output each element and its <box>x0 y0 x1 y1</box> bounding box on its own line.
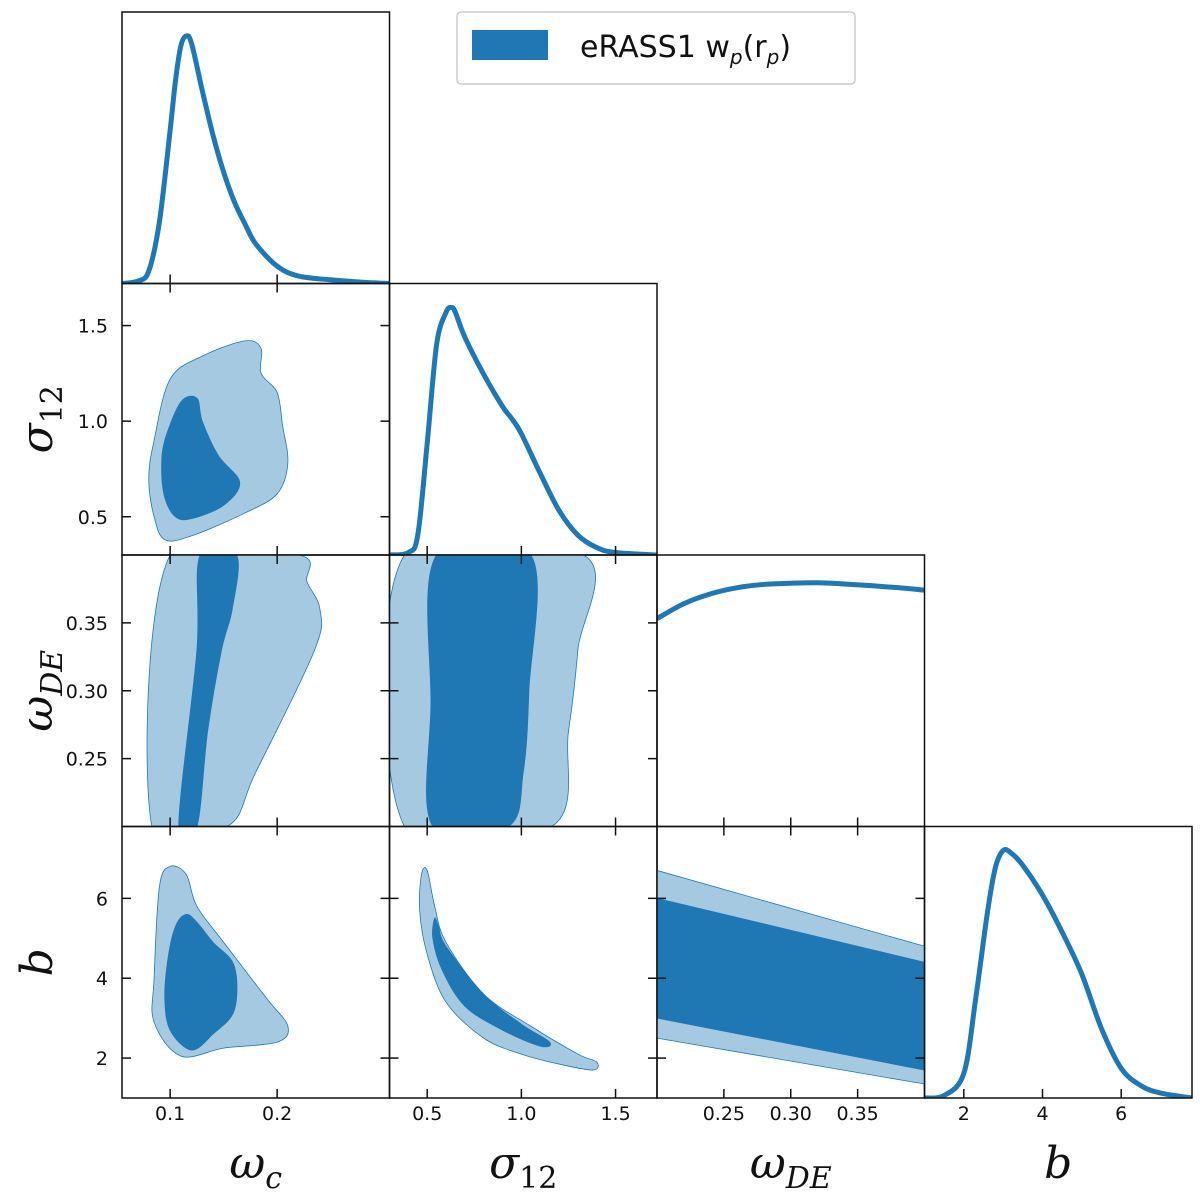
legend-label: eRASS1 wp(rp) <box>580 30 791 69</box>
contour-panel-omega_DE-b: 0.25 0.30 0.35 <box>656 825 926 1125</box>
legend-swatch <box>472 30 548 60</box>
y-tick-label: 1.5 <box>78 316 108 338</box>
marginal-curve-sigma_12 <box>389 304 657 555</box>
contour-panel-omega_c-omega_DE: 0.25 0.30 0.35 <box>66 554 391 828</box>
contour-panel-sigma_12-omega_DE <box>388 554 658 828</box>
contour-68 <box>178 555 239 827</box>
axis-label-symbol: ω <box>229 1138 265 1189</box>
marginal-curve-b <box>924 846 1192 1098</box>
axis-label-x-b: b <box>1044 1138 1072 1189</box>
x-tick-label: 2 <box>958 1103 970 1125</box>
contour-68 <box>426 555 538 827</box>
axis-label-y-omega_DE: ωDE <box>12 650 70 732</box>
x-tick-label: 0.25 <box>703 1103 745 1125</box>
x-tick-label: 0.35 <box>836 1103 878 1125</box>
x-tick-label: 0.5 <box>412 1103 442 1125</box>
axis-label-subscript: 12 <box>35 385 70 423</box>
axis-label-subscript: 12 <box>519 1161 557 1196</box>
x-tick-label: 0.1 <box>155 1103 185 1125</box>
y-tick-label: 0.30 <box>66 681 108 703</box>
y-tick-label: 0.25 <box>66 749 108 771</box>
marginal-panel-b: 2 4 6 <box>923 825 1193 1125</box>
axis-label-subscript: c <box>265 1161 282 1196</box>
contour-panel-sigma_12-b: 0.5 1.0 1.5 <box>388 825 658 1125</box>
legend-label-main: eRASS1 w <box>580 30 730 65</box>
legend-label-sub1: p <box>729 45 743 69</box>
x-tick-label: 0.30 <box>770 1103 812 1125</box>
y-tick-label: 4 <box>96 968 108 990</box>
axis-label-x-sigma_12: σ12 <box>489 1138 557 1196</box>
contour-panel-omega_c-sigma_12: 0.5 1.0 1.5 <box>78 282 391 556</box>
x-tick-label: 1.5 <box>600 1103 630 1125</box>
contour-68 <box>432 917 551 1048</box>
legend-label-end: ) <box>779 30 791 65</box>
marginal-curve-omega_c <box>122 33 390 284</box>
axis-label-symbol: ω <box>12 696 63 732</box>
axis-label-y-sigma_12: σ12 <box>12 385 70 453</box>
legend: eRASS1 wp(rp) <box>456 11 856 85</box>
contour-panel-omega_c-b: 0.1 0.2 2 4 6 <box>96 825 391 1125</box>
y-tick-label: 2 <box>96 1048 108 1070</box>
axis-label-symbol: ω <box>750 1138 786 1189</box>
axis-label-subscript: DE <box>35 650 70 697</box>
axis-label-symbol: b <box>1044 1138 1072 1189</box>
axis-label-symbol: b <box>12 948 63 976</box>
contour-68 <box>161 395 241 521</box>
contour-68 <box>164 913 238 1051</box>
legend-box <box>456 11 856 85</box>
axis-label-symbol: σ <box>12 421 63 453</box>
legend-label-sub2: p <box>766 45 780 69</box>
axis-label-x-omega_DE: ωDE <box>750 1138 832 1196</box>
contour-68 <box>657 897 925 1071</box>
legend-label-mid: (r <box>743 30 768 65</box>
y-tick-label: 0.35 <box>66 613 108 635</box>
axis-label-symbol: σ <box>489 1138 521 1189</box>
contour-95 <box>418 867 599 1071</box>
x-tick-label: 0.2 <box>262 1103 292 1125</box>
y-tick-label: 1.0 <box>78 411 108 433</box>
x-tick-label: 6 <box>1115 1103 1127 1125</box>
y-tick-label: 6 <box>96 888 108 910</box>
y-tick-label: 0.5 <box>78 507 108 529</box>
x-tick-label: 4 <box>1036 1103 1048 1125</box>
panels-layer: 2 4 6 0.5 1.0 1.5 0.25 0.30 0.35 0.1 0.2 2 4 6 0.5 1.0 1… <box>12 11 1193 1196</box>
axis-label-subscript: DE <box>785 1161 832 1196</box>
marginal-curve-omega_DE <box>657 580 925 621</box>
x-tick-label: 1.0 <box>506 1103 536 1125</box>
axis-label-y-b: b <box>12 948 63 976</box>
axis-label-x-omega_c: ωc <box>229 1138 282 1196</box>
